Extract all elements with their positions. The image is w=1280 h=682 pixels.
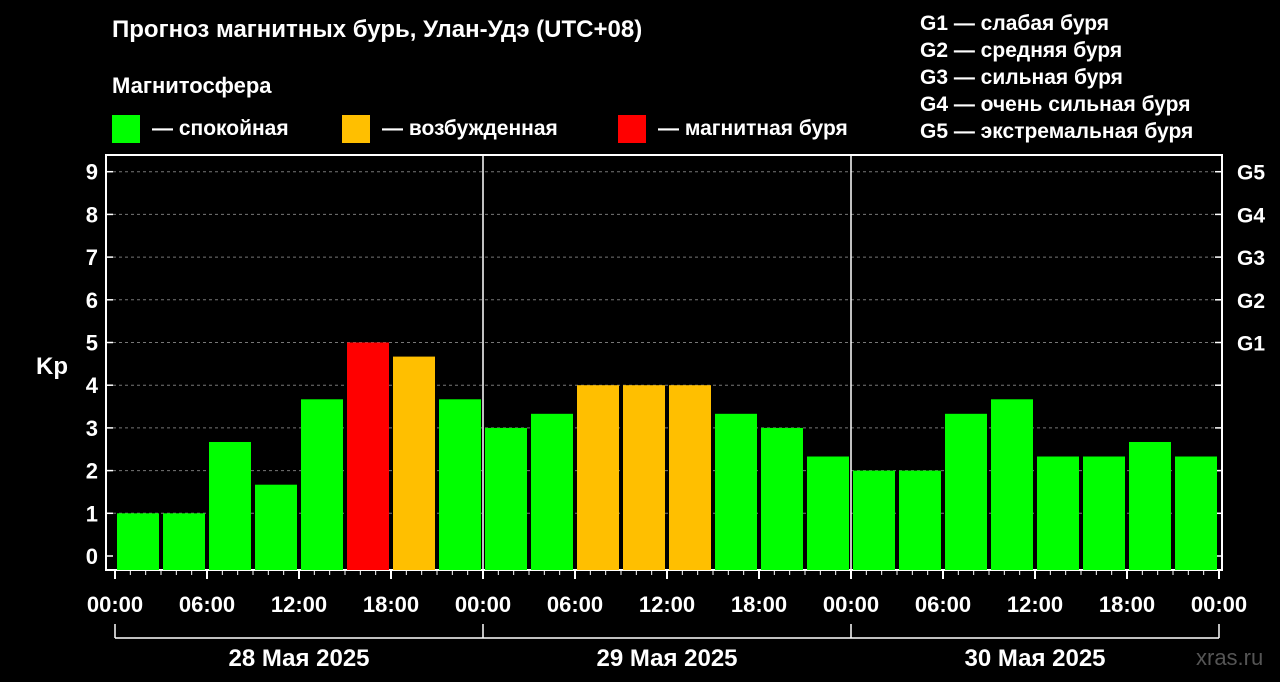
y-tick-label: 5 — [86, 331, 98, 356]
bar-kp — [991, 399, 1033, 570]
storm-scale-g3: G3 — сильная буря — [920, 66, 1123, 89]
bar-kp — [163, 513, 205, 570]
bar-kp — [577, 385, 619, 570]
storm-scale-list: G1 — слабая буря G2 — средняя буря G3 — … — [920, 10, 1193, 145]
storm-scale-g5: G5 — экстремальная буря — [920, 120, 1194, 143]
day-label: 28 Мая 2025 — [228, 645, 369, 672]
x-tick-label: 12:00 — [639, 592, 695, 617]
storm-scale-g4: G4 — очень сильная буря — [920, 93, 1191, 116]
bar-kp — [1083, 456, 1125, 570]
legend-label-storm: — магнитная буря — [658, 117, 848, 140]
legend-swatch-storm — [618, 115, 646, 143]
x-tick-label: 06:00 — [547, 592, 603, 617]
bar-kp — [1129, 441, 1171, 570]
chart-title: Прогноз магнитных бурь, Улан-Удэ (UTC+08… — [112, 16, 643, 43]
bar-kp — [301, 399, 343, 570]
y-axis-label: Kp — [36, 353, 68, 380]
bar-kp — [945, 413, 987, 570]
bar-kp — [669, 385, 711, 570]
magnetosphere-label: Магнитосфера — [112, 73, 272, 98]
x-tick-label: 18:00 — [1099, 592, 1155, 617]
legend-unsettled: — возбужденная — [342, 115, 558, 143]
y-tick-label: 2 — [86, 459, 98, 484]
x-tick-label: 12:00 — [271, 592, 327, 617]
x-tick-label: 12:00 — [1007, 592, 1063, 617]
g-scale-label: G5 — [1237, 162, 1265, 185]
day-label: 30 Мая 2025 — [964, 645, 1105, 672]
x-tick-label: 18:00 — [731, 592, 787, 617]
y-tick-label: 4 — [86, 373, 99, 398]
legend-quiet: — спокойная — [112, 115, 289, 143]
bar-kp — [761, 427, 803, 570]
y-tick-label: 0 — [86, 544, 98, 569]
g-scale-label: G4 — [1237, 204, 1265, 227]
bar-kp — [485, 427, 527, 570]
g-scale-label: G3 — [1237, 247, 1265, 270]
x-tick-label: 06:00 — [179, 592, 235, 617]
storm-scale-g1: G1 — слабая буря — [920, 12, 1110, 35]
bar-kp — [439, 399, 481, 570]
y-tick-label: 6 — [86, 288, 98, 313]
legend-swatch-unsettled — [342, 115, 370, 143]
bar-kp — [1037, 456, 1079, 570]
bar-kp — [393, 356, 435, 570]
x-tick-label: 06:00 — [915, 592, 971, 617]
legend-label-unsettled: — возбужденная — [382, 117, 558, 140]
x-tick-label: 00:00 — [87, 592, 143, 617]
bar-kp — [807, 456, 849, 570]
x-tick-label: 00:00 — [823, 592, 879, 617]
y-tick-label: 9 — [86, 160, 98, 185]
x-tick-label: 18:00 — [363, 592, 419, 617]
day-label: 29 Мая 2025 — [596, 645, 737, 672]
bar-kp — [255, 484, 297, 570]
bar-kp — [623, 385, 665, 570]
y-tick-label: 8 — [86, 202, 98, 227]
bar-kp — [1175, 456, 1217, 570]
storm-scale-g2: G2 — средняя буря — [920, 39, 1123, 62]
bar-kp — [853, 470, 895, 570]
x-tick-label: 00:00 — [1191, 592, 1247, 617]
y-tick-label: 1 — [86, 501, 98, 526]
bar-kp — [531, 413, 573, 570]
g-scale-label: G2 — [1237, 290, 1265, 313]
bar-kp — [715, 413, 757, 570]
bar-kp — [347, 342, 389, 570]
y-tick-label: 3 — [86, 416, 98, 441]
legend-swatch-quiet — [112, 115, 140, 143]
legend-storm: — магнитная буря — [618, 115, 848, 143]
y-tick-label: 7 — [86, 245, 98, 270]
watermark: xras.ru — [1196, 645, 1264, 670]
x-tick-label: 00:00 — [455, 592, 511, 617]
bar-kp — [117, 513, 159, 570]
g-scale-label: G1 — [1237, 333, 1265, 356]
bar-kp — [209, 441, 251, 570]
legend-label-quiet: — спокойная — [152, 117, 289, 140]
bar-kp — [899, 470, 941, 570]
